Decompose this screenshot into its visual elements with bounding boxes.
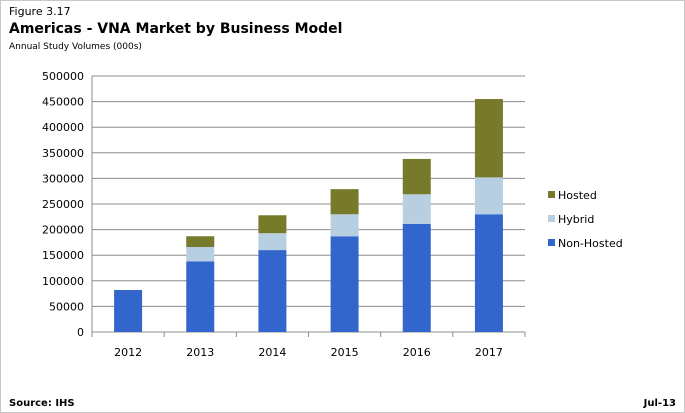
bar-hybrid-2016	[402, 194, 431, 224]
x-tick-label: 2016	[403, 346, 431, 359]
legend-swatch-non-hosted	[548, 239, 555, 246]
x-tick-label: 2017	[475, 346, 503, 359]
figure-label: Figure 3.17	[9, 5, 71, 18]
y-tick-label: 500000	[42, 70, 84, 83]
source-note: Source: IHS	[9, 398, 75, 409]
bar-non-hosted-2015	[330, 236, 359, 332]
legend-label-non-hosted: Non-Hosted	[558, 237, 623, 250]
y-tick-label: 450000	[42, 96, 84, 109]
bar-hosted-2017	[474, 99, 503, 178]
bar-non-hosted-2013	[186, 261, 215, 332]
x-tick-label: 2014	[258, 346, 286, 359]
bar-hosted-2013	[186, 236, 215, 248]
legend-label-hybrid: Hybrid	[558, 213, 594, 226]
bar-hosted-2015	[330, 189, 359, 215]
x-tick-label: 2013	[186, 346, 214, 359]
bar-hybrid-2015	[330, 214, 359, 237]
bar-non-hosted-2014	[258, 250, 287, 332]
legend-swatch-hybrid	[548, 215, 555, 222]
y-tick-label: 150000	[42, 249, 84, 262]
y-tick-label: 100000	[42, 275, 84, 288]
x-tick-label: 2015	[331, 346, 359, 359]
y-tick-label: 400000	[42, 121, 84, 134]
x-tick-label: 2012	[114, 346, 142, 359]
y-tick-label: 250000	[42, 198, 84, 211]
y-tick-label: 50000	[49, 300, 84, 313]
legend-swatch-hosted	[548, 191, 555, 198]
y-tick-label: 200000	[42, 224, 84, 237]
date-note: Jul-13	[643, 398, 676, 409]
y-tick-label: 0	[77, 326, 84, 339]
bar-hosted-2016	[402, 158, 431, 195]
y-tick-label: 350000	[42, 147, 84, 160]
y-tick-label: 300000	[42, 172, 84, 185]
bar-non-hosted-2016	[402, 223, 431, 332]
bar-hosted-2014	[258, 215, 287, 234]
bar-hybrid-2017	[474, 177, 503, 215]
bar-hybrid-2013	[186, 247, 215, 262]
chart-subtitle: Annual Study Volumes (000s)	[9, 42, 142, 52]
legend-label-hosted: Hosted	[558, 189, 597, 202]
bar-hybrid-2014	[258, 233, 287, 251]
chart-title: Americas - VNA Market by Business Model	[9, 21, 343, 37]
bar-non-hosted-2017	[474, 214, 503, 332]
bar-non-hosted-2012	[114, 290, 143, 332]
